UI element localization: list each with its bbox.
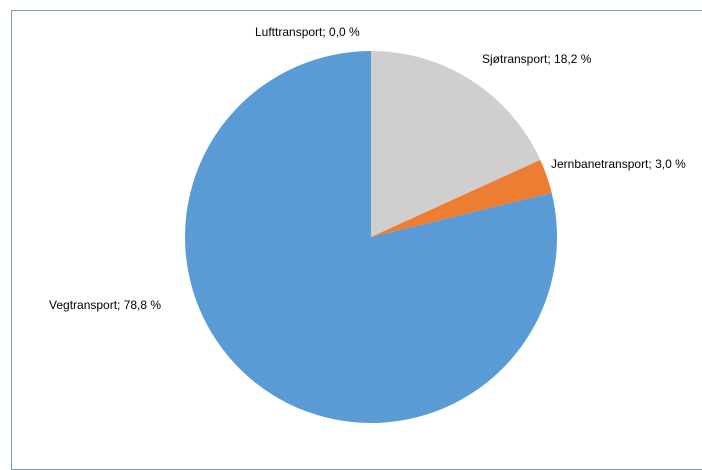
pie-slice-vegtransport bbox=[184, 50, 557, 424]
data-label-sjotransport: Sjøtransport; 18,2 % bbox=[482, 52, 592, 66]
pie-labels: Lufttransport; 0,0 % Sjøtransport; 18,2 … bbox=[49, 25, 686, 312]
pie-slice-jernbanetransport bbox=[371, 159, 552, 237]
data-label-jernbanetransport: Jernbanetransport; 3,0 % bbox=[551, 157, 686, 171]
pie-slice-sjotransport bbox=[371, 51, 541, 237]
pie-slices bbox=[184, 50, 557, 424]
data-label-lufttransport: Lufttransport; 0,0 % bbox=[255, 25, 360, 39]
data-label-vegtransport: Vegtransport; 78,8 % bbox=[49, 298, 161, 312]
pie-chart: Lufttransport; 0,0 % Sjøtransport; 18,2 … bbox=[49, 25, 686, 424]
